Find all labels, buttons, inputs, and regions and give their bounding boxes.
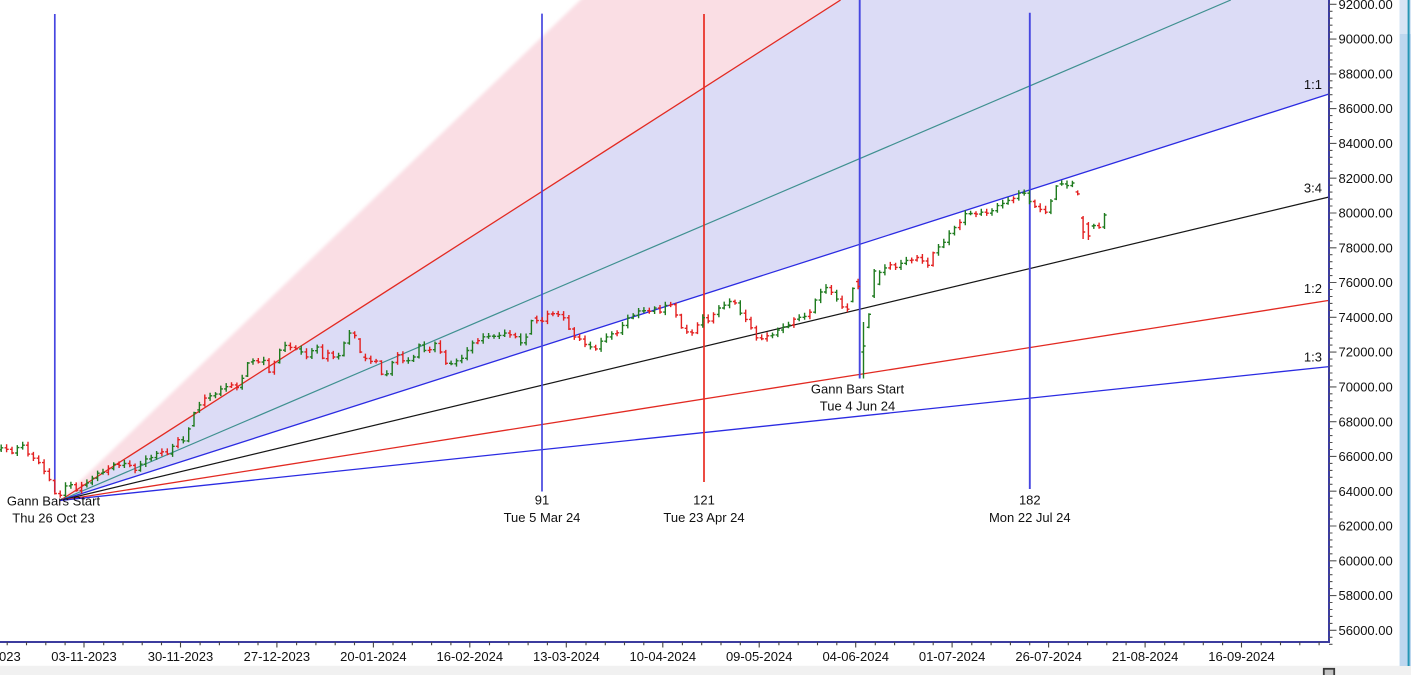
svg-text:68000.00: 68000.00	[1339, 414, 1393, 429]
svg-text:80000.00: 80000.00	[1339, 206, 1393, 221]
svg-text:27-12-2023: 27-12-2023	[244, 649, 311, 664]
svg-text:16-09-2024: 16-09-2024	[1208, 649, 1275, 664]
svg-text:92000.00: 92000.00	[1339, 0, 1393, 12]
svg-text:70000.00: 70000.00	[1339, 380, 1393, 395]
svg-text:04-06-2024: 04-06-2024	[822, 649, 889, 664]
svg-text:Tue 23 Apr 24: Tue 23 Apr 24	[663, 510, 744, 525]
svg-text:76000.00: 76000.00	[1339, 275, 1393, 290]
svg-text:121: 121	[693, 493, 715, 508]
svg-text:21-08-2024: 21-08-2024	[1112, 649, 1179, 664]
svg-text:3:4: 3:4	[1304, 181, 1322, 196]
svg-text:58000.00: 58000.00	[1339, 588, 1393, 603]
svg-text:1:3: 1:3	[1304, 350, 1322, 365]
svg-text:64000.00: 64000.00	[1339, 484, 1393, 499]
svg-text:1:2: 1:2	[1304, 281, 1322, 296]
svg-text:56000.00: 56000.00	[1339, 623, 1393, 638]
svg-text:Mon 22 Jul 24: Mon 22 Jul 24	[989, 510, 1071, 525]
svg-text:91: 91	[535, 493, 549, 508]
svg-text:13-03-2024: 13-03-2024	[533, 649, 600, 664]
svg-text:88000.00: 88000.00	[1339, 67, 1393, 82]
svg-text:66000.00: 66000.00	[1339, 449, 1393, 464]
svg-text:82000.00: 82000.00	[1339, 171, 1393, 186]
svg-text:72000.00: 72000.00	[1339, 345, 1393, 360]
svg-text:03-11-2023: 03-11-2023	[51, 649, 117, 664]
svg-text:62000.00: 62000.00	[1339, 519, 1393, 534]
svg-text:90000.00: 90000.00	[1339, 32, 1393, 47]
svg-text:Tue 5 Mar 24: Tue 5 Mar 24	[504, 510, 581, 525]
svg-text:60000.00: 60000.00	[1339, 553, 1393, 568]
svg-text:Thu 26 Oct 23: Thu 26 Oct 23	[12, 510, 94, 525]
svg-text:30-11-2023: 30-11-2023	[148, 649, 214, 664]
svg-text:10-04-2024: 10-04-2024	[630, 649, 697, 664]
svg-text:1:1: 1:1	[1304, 77, 1322, 92]
svg-text:74000.00: 74000.00	[1339, 310, 1393, 325]
svg-text:20-01-2024: 20-01-2024	[340, 649, 407, 664]
svg-text:86000.00: 86000.00	[1339, 101, 1393, 116]
svg-text:01-07-2024: 01-07-2024	[919, 649, 986, 664]
svg-text:09-05-2024: 09-05-2024	[726, 649, 793, 664]
svg-text:26-07-2024: 26-07-2024	[1015, 649, 1082, 664]
svg-text:Tue 4 Jun 24: Tue 4 Jun 24	[820, 398, 895, 413]
svg-text:16-02-2024: 16-02-2024	[437, 649, 504, 664]
svg-text:Gann Bars Start: Gann Bars Start	[811, 382, 905, 397]
svg-text:07-10-2023: 07-10-2023	[0, 649, 21, 664]
svg-text:78000.00: 78000.00	[1339, 240, 1393, 255]
svg-text:Gann Bars Start: Gann Bars Start	[7, 494, 101, 509]
svg-text:182: 182	[1019, 493, 1041, 508]
svg-text:84000.00: 84000.00	[1339, 136, 1393, 151]
